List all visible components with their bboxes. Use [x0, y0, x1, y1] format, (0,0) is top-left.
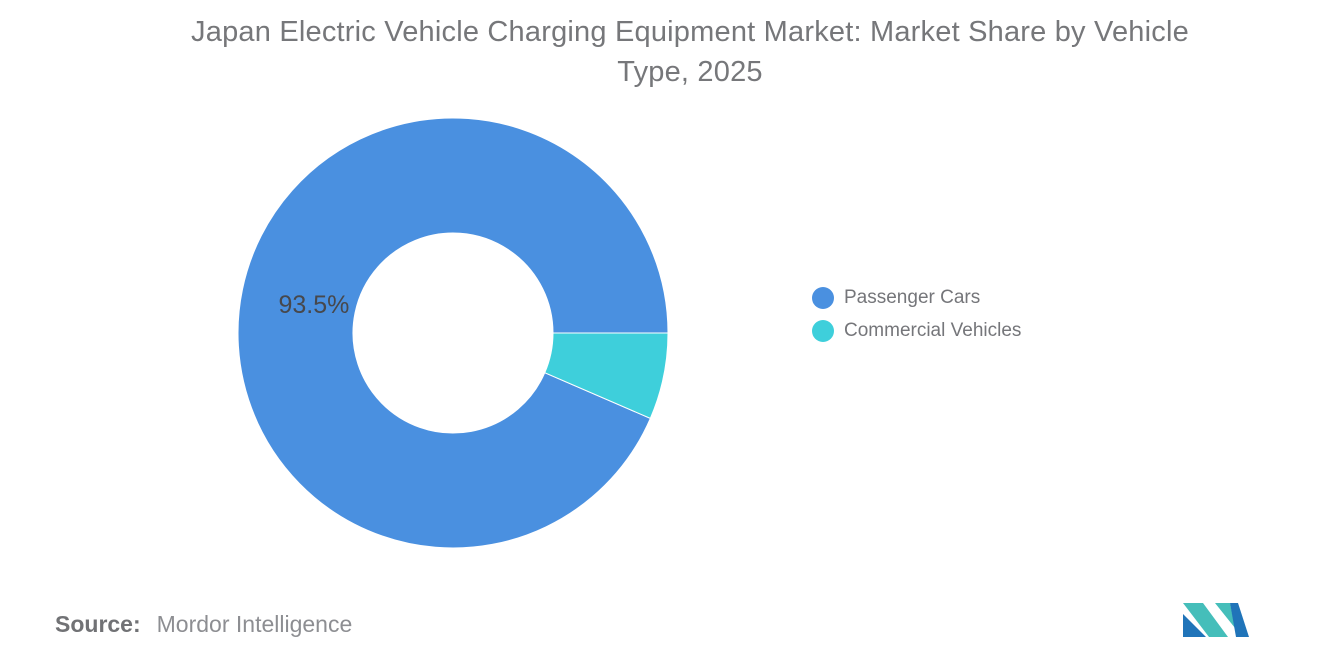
legend-label: Passenger Cars: [844, 287, 981, 308]
mordor-intelligence-logo: [1183, 603, 1249, 637]
legend-item-passenger-cars[interactable]: Passenger Cars: [812, 287, 1021, 309]
chart-title-line1: Japan Electric Vehicle Charging Equipmen…: [191, 16, 1189, 48]
source-prefix: Source:: [55, 611, 141, 637]
donut-chart: 93.5%: [228, 108, 678, 558]
logo-shape-teal-band: [1183, 603, 1228, 637]
source-text: Mordor Intelligence: [156, 611, 353, 637]
donut-chart-svg: 93.5%: [237, 117, 669, 549]
legend-marker-icon: [812, 320, 834, 342]
legend-marker-icon: [812, 287, 834, 309]
legend-item-commercial-vehicles[interactable]: Commercial Vehicles: [812, 320, 1021, 342]
logo-shape-teal-triangle: [1215, 603, 1235, 628]
logo-shape-blue-triangle: [1183, 614, 1206, 637]
source-line: Source: Mordor Intelligence: [55, 611, 352, 638]
logo-shape-blue-leg: [1230, 603, 1249, 637]
legend-label: Commercial Vehicles: [844, 320, 1022, 341]
slice-commercial-vehicles[interactable]: [544, 332, 669, 420]
legend: Passenger Cars Commercial Vehicles: [812, 287, 1021, 342]
chart-title: Japan Electric Vehicle Charging Equipmen…: [60, 12, 1320, 92]
chart-title-line2: Type, 2025: [617, 56, 763, 88]
slice-data-label: 93.5%: [279, 291, 350, 319]
slice-passenger-cars[interactable]: [237, 117, 669, 549]
